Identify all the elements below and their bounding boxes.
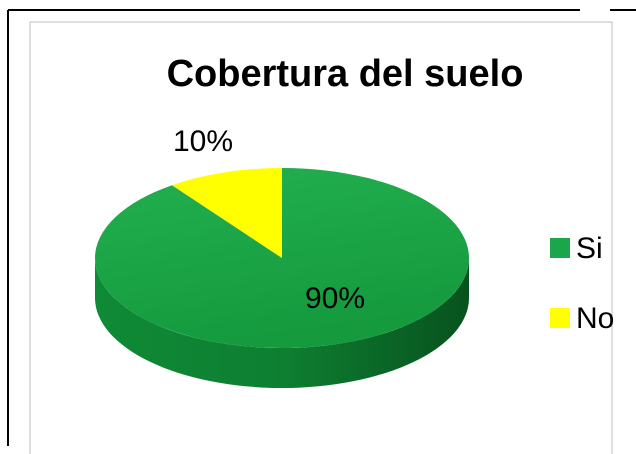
slice — [172, 168, 282, 258]
legend-swatch — [550, 238, 570, 258]
frame — [7, 9, 636, 454]
data-label: 10% — [173, 125, 233, 158]
legend-label: Si — [576, 232, 603, 265]
legend-swatch — [550, 308, 570, 328]
slice — [95, 168, 470, 348]
legend-label: No — [576, 302, 614, 335]
chart-title: Cobertura del suelo — [167, 53, 524, 95]
slice-side — [95, 258, 469, 388]
data-label: 90% — [305, 282, 365, 315]
